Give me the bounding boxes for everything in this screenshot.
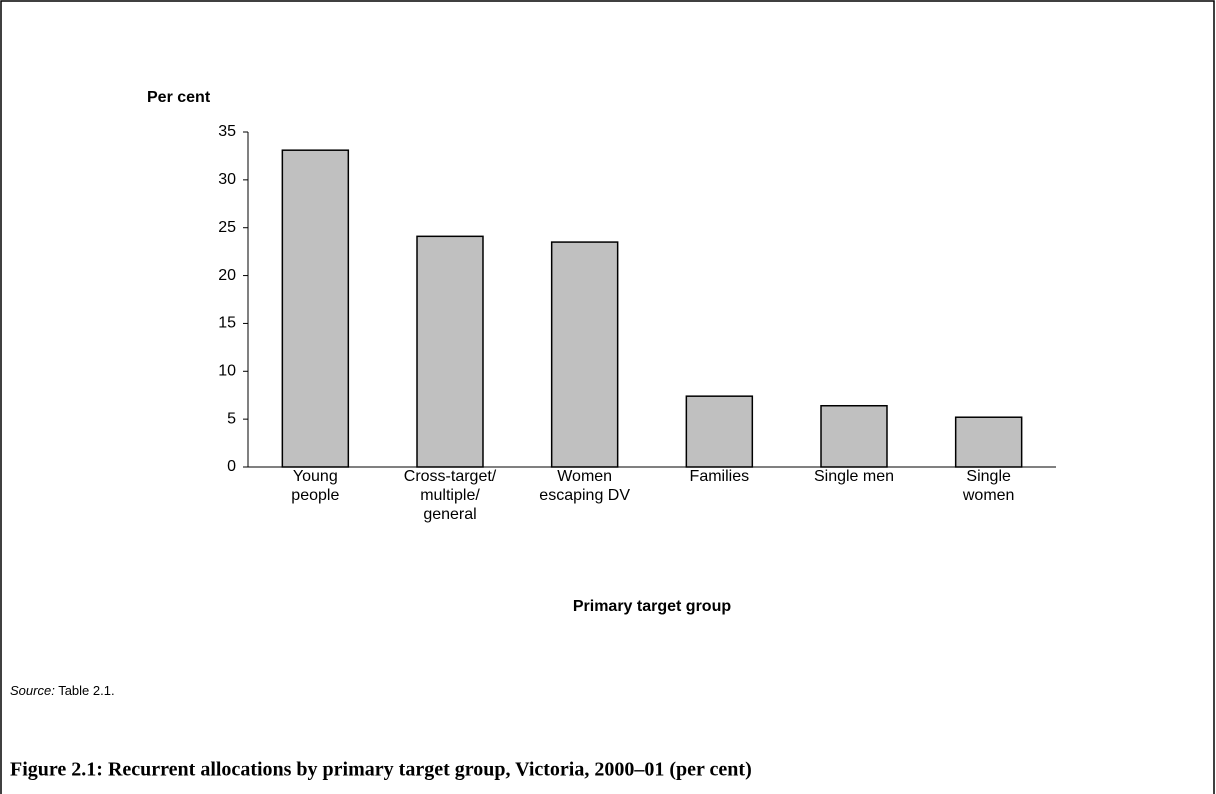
y-tick-label: 35 — [218, 123, 236, 140]
y-axis-label: Per cent — [147, 89, 211, 106]
x-tick-line: Single — [966, 468, 1011, 485]
x-tick-label: Young people — [291, 468, 339, 504]
bar — [685, 395, 754, 468]
x-tick-line: people — [291, 487, 339, 504]
bar — [416, 235, 484, 468]
y-tick-label: 30 — [218, 171, 236, 188]
y-tick-label: 0 — [227, 458, 236, 475]
source-note: Source: Table 2.1. — [10, 683, 115, 698]
source-label: Source: — [10, 683, 55, 698]
x-tick-label: Single men — [814, 468, 894, 485]
x-tick-line: women — [962, 487, 1015, 504]
x-tick-line: Young — [293, 468, 338, 485]
x-tick-line: Single men — [814, 468, 894, 485]
x-tick-label: Cross-target/multiple/general — [404, 468, 497, 523]
bar — [820, 404, 888, 468]
caption: Figure 2.1: Recurrent allocations by pri… — [10, 759, 752, 781]
x-axis-label: Primary target group — [573, 598, 731, 615]
y-tick-label: 15 — [218, 315, 236, 332]
x-tick-line: multiple/ — [420, 487, 480, 504]
bar — [281, 149, 350, 468]
x-tick-line: Women — [557, 468, 612, 485]
x-tick-line: escaping DV — [539, 487, 630, 504]
x-tick-line: Families — [690, 468, 750, 485]
x-tick-label: Single women — [962, 468, 1015, 504]
source-text: Table 2.1. — [58, 683, 114, 698]
x-tick-label: Families — [690, 468, 750, 485]
y-tick-label: 10 — [218, 363, 236, 380]
bar — [954, 416, 1023, 468]
y-tick-label: 5 — [227, 410, 236, 427]
x-tick-label: Women escaping DV — [539, 468, 630, 504]
y-tick-label: 25 — [218, 219, 236, 236]
x-tick-line: general — [423, 506, 476, 523]
y-tick-label: 20 — [218, 267, 236, 284]
x-tick-line: Cross-target/ — [404, 468, 497, 485]
bar — [550, 241, 619, 468]
